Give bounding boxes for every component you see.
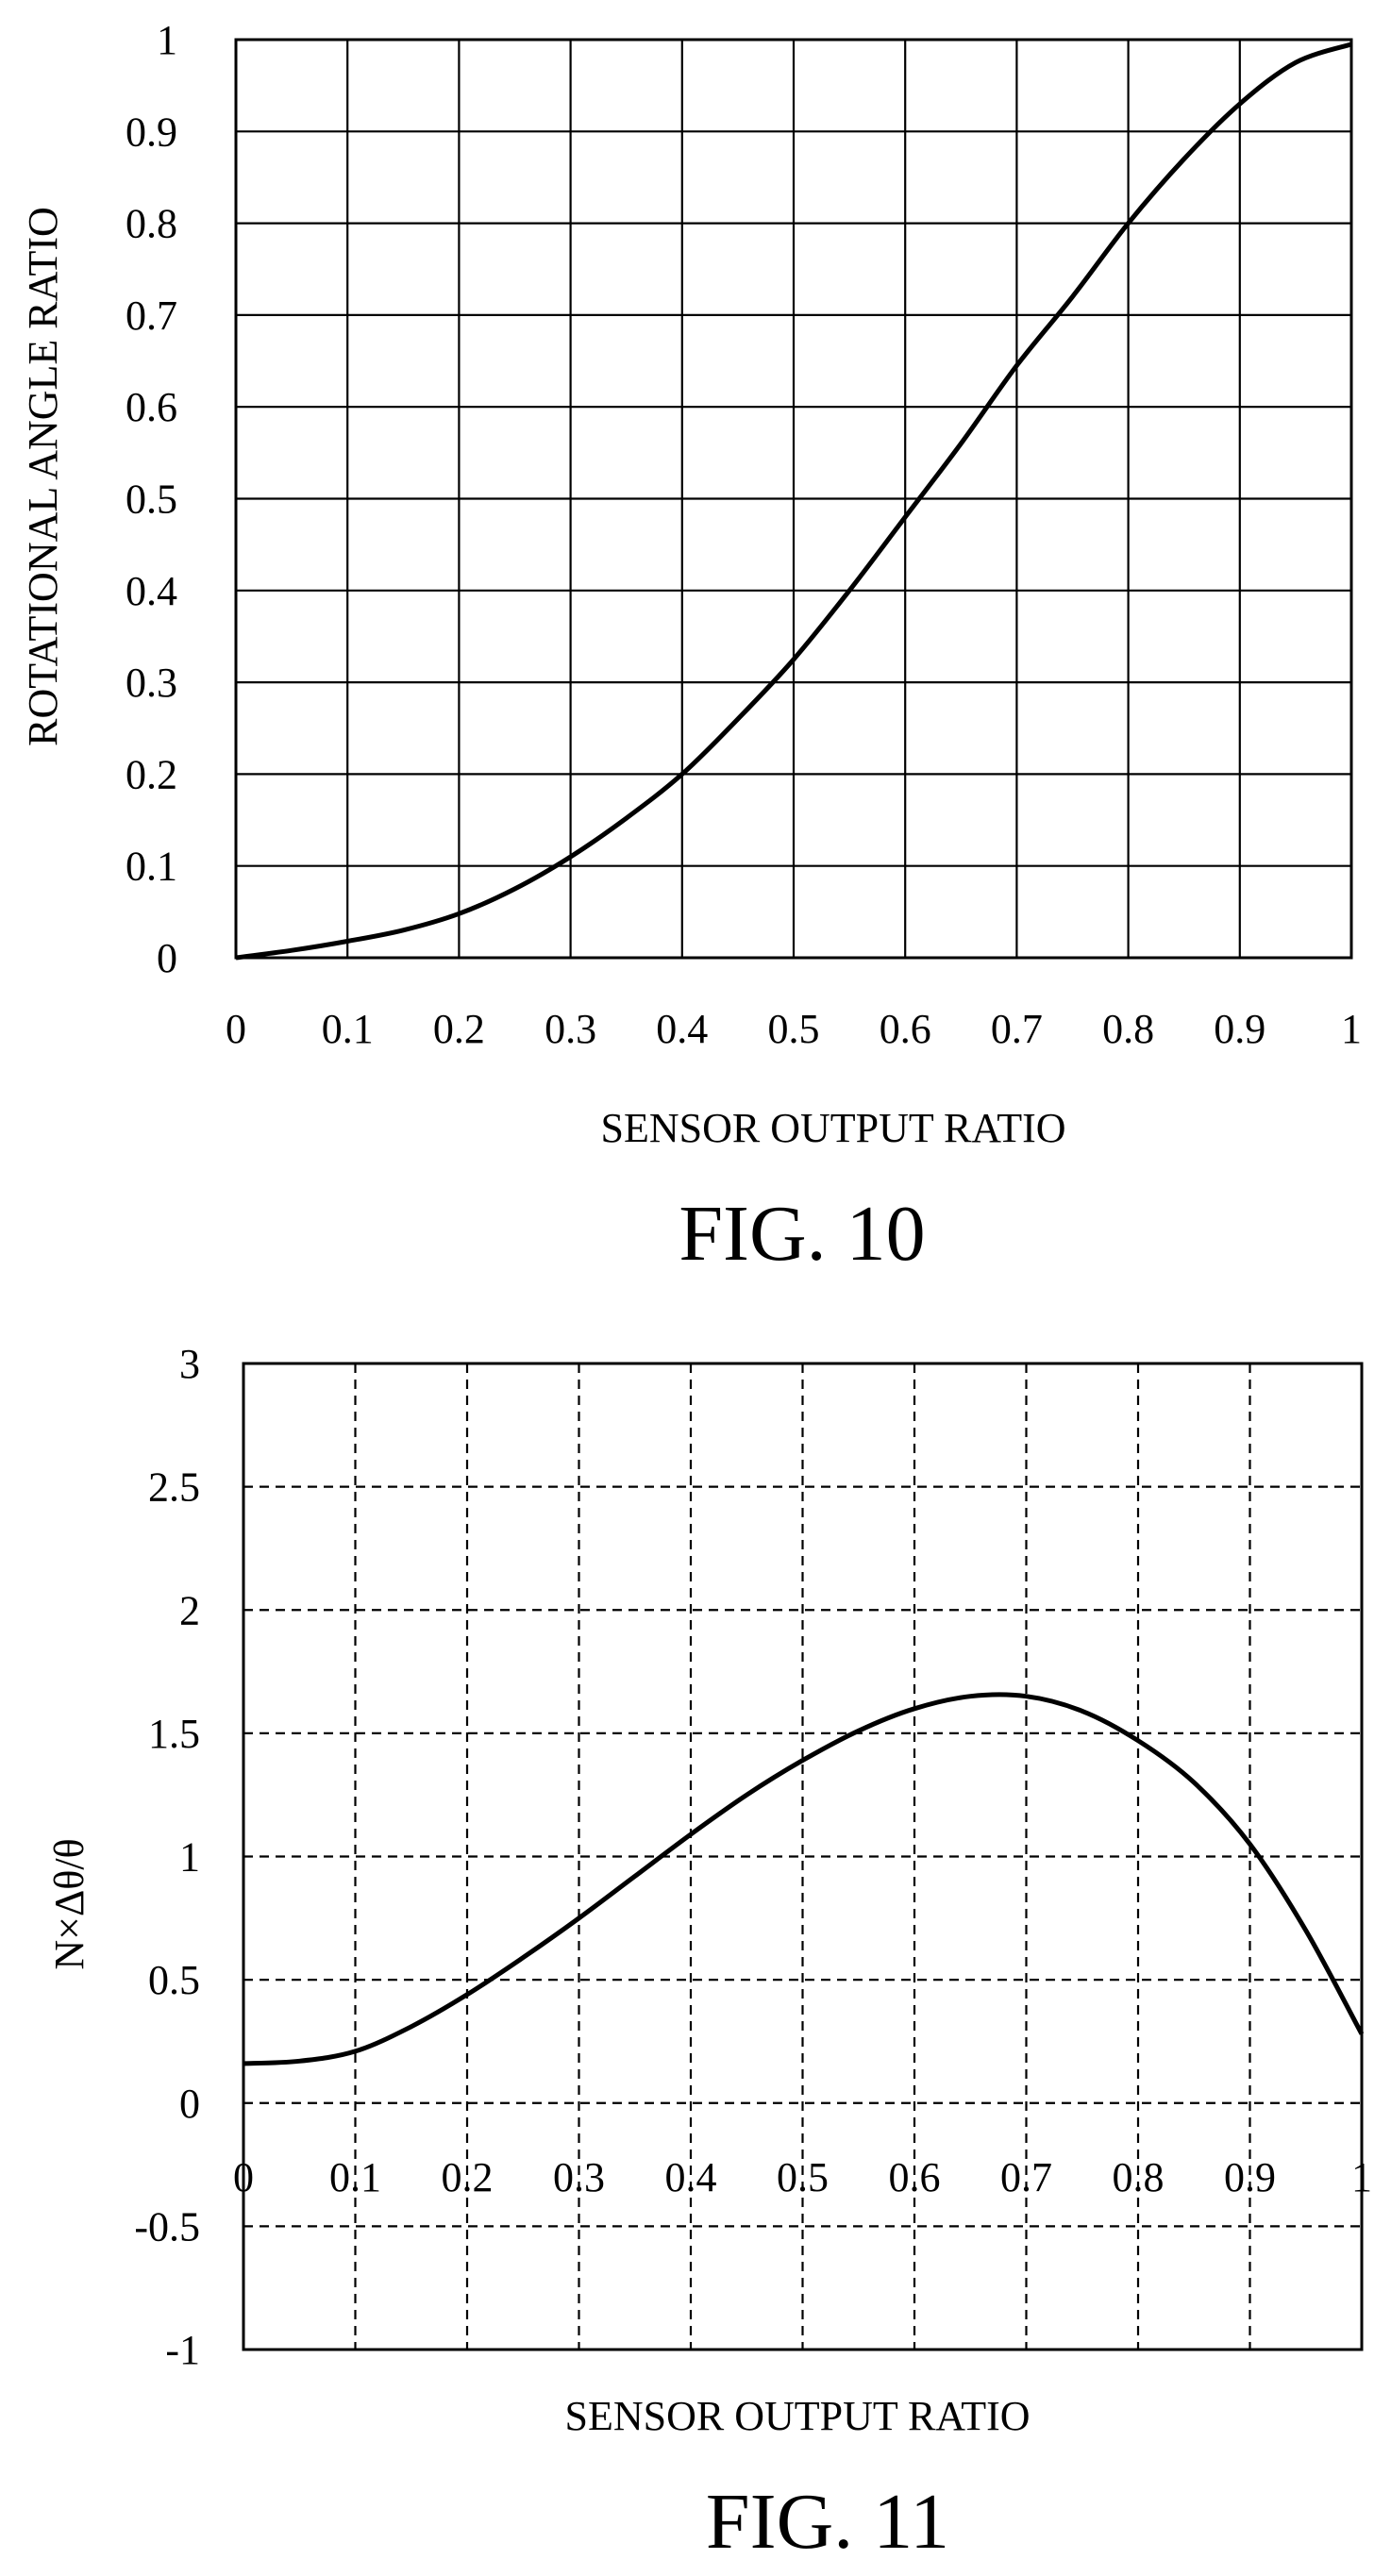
fig10-x-tick-label: 0 (226, 1006, 246, 1052)
fig11-x-tick-label: 0.9 (1224, 2154, 1276, 2200)
fig10-y-tick-label: 0.3 (126, 660, 177, 706)
fig10-x-ticks: 0 0.1 0.2 0.3 0.4 0.5 0.6 0.7 0.8 0.9 1 (226, 1006, 1362, 1052)
fig10-y-tick-label: 1 (157, 17, 177, 63)
fig10-x-tick-label: 0.2 (433, 1006, 485, 1052)
fig10-grid (234, 38, 1353, 960)
fig10-y-tick-label: 0.9 (126, 109, 177, 155)
fig11-x-tick-label: 0.5 (777, 2154, 829, 2200)
fig11-x-tick-label: 0.6 (889, 2154, 941, 2200)
fig11-chart: 0 0.1 0.2 0.3 0.4 0.5 0.6 0.7 0.8 0.9 1 -1 -0.5 0 0.5… (46, 1341, 1372, 2566)
fig11-plot-frame (242, 1362, 1364, 2351)
fig11-x-tick-label: 0.7 (1000, 2154, 1052, 2200)
fig10-x-tick-label: 0.7 (991, 1006, 1043, 1052)
fig10-series (235, 42, 1352, 961)
fig10-x-tick-label: 0.9 (1214, 1006, 1265, 1052)
fig10-y-tick-label: 0.7 (126, 293, 177, 339)
fig10-chart: 0 0.1 0.2 0.3 0.4 0.5 0.6 0.7 0.8 0.9 1 0 0.1 0.2 0.3… (20, 17, 1362, 1278)
fig10-x-tick-label: 0.6 (880, 1006, 931, 1052)
fig11-x-ticks: 0 0.1 0.2 0.3 0.4 0.5 0.6 0.7 0.8 0.9 1 (233, 2154, 1372, 2200)
fig10-y-tick-label: 0.8 (126, 201, 177, 247)
fig11-y-ticks: -1 -0.5 0 0.5 1 1.5 2 2.5 3 (134, 1341, 200, 2373)
fig10-x-tick-label: 0.8 (1102, 1006, 1154, 1052)
fig10-caption: FIG. 10 (679, 1190, 925, 1278)
fig11-series-line (243, 1692, 1365, 2066)
fig11-x-axis-label: SENSOR OUTPUT RATIO (564, 2393, 1030, 2439)
fig11-y-tick-label: 1 (179, 1834, 200, 1881)
fig11-x-tick-label: 0.1 (329, 2154, 381, 2200)
fig11-caption: FIG. 11 (706, 2478, 949, 2566)
fig11-y-tick-label: 3 (179, 1341, 200, 1387)
fig10-y-tick-label: 0.2 (126, 751, 177, 797)
fig11-y-tick-label: 2 (179, 1587, 200, 1633)
fig10-plot-frame (234, 38, 1353, 960)
fig10-x-axis-label: SENSOR OUTPUT RATIO (600, 1105, 1065, 1151)
fig10-y-axis-label: ROTATIONAL ANGLE RATIO (20, 207, 66, 746)
fig11-x-tick-label: 0.2 (442, 2154, 494, 2200)
fig10-x-tick-label: 1 (1341, 1006, 1362, 1052)
fig11-x-tick-label: 0.8 (1113, 2154, 1165, 2200)
fig11-x-tick-label: 0.4 (665, 2154, 717, 2200)
fig10-x-tick-label: 0.5 (768, 1006, 820, 1052)
fig10-y-tick-label: 0.5 (126, 477, 177, 523)
fig11-y-tick-label: -0.5 (134, 2203, 200, 2250)
fig11-y-tick-label: -1 (165, 2327, 200, 2373)
fig11-series (243, 1692, 1365, 2066)
fig10-y-tick-label: 0.1 (126, 844, 177, 890)
fig10-x-tick-label: 0.3 (545, 1006, 596, 1052)
fig10-y-tick-label: 0 (157, 935, 177, 981)
fig11-y-tick-label: 2.5 (148, 1464, 200, 1511)
fig11-y-axis-label: N×Δθ/θ (46, 1838, 92, 1969)
fig10-series-line (235, 42, 1352, 961)
fig11-x-tick-label: 0.3 (553, 2154, 605, 2200)
fig10-y-ticks: 0 0.1 0.2 0.3 0.4 0.5 0.6 0.7 0.8 0.9 1 (126, 17, 177, 981)
fig11-y-tick-label: 1.5 (148, 1711, 200, 1757)
fig11-grid (242, 1362, 1364, 2351)
fig10-y-tick-label: 0.6 (126, 384, 177, 430)
fig11-y-tick-label: 0 (179, 2081, 200, 2127)
fig10-x-tick-label: 0.1 (322, 1006, 374, 1052)
fig11-y-tick-label: 0.5 (148, 1957, 200, 2003)
fig10-x-tick-label: 0.4 (656, 1006, 708, 1052)
fig10-y-tick-label: 0.4 (126, 568, 177, 614)
